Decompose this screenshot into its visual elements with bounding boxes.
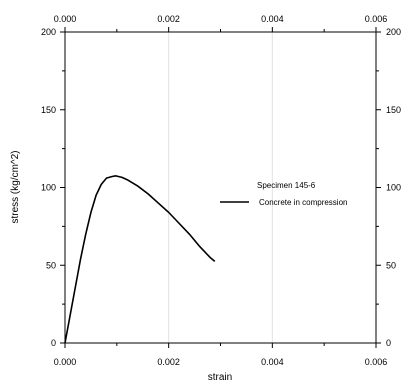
y-tick-label-left: 200 [41, 27, 56, 37]
y-tick-label-left: 150 [41, 105, 56, 115]
x-tick-label-top: 0.004 [261, 14, 284, 24]
x-tick-label-top: 0.006 [365, 14, 388, 24]
y-axis-title: stress (kg/cm^2) [10, 150, 21, 223]
legend: Specimen 145-6 Concrete in compression [220, 181, 347, 207]
y-tick-label-left: 100 [41, 183, 56, 193]
plot-frame [64, 31, 377, 344]
grid-layer [168, 32, 273, 343]
x-axis-title: strain [208, 372, 232, 383]
legend-entry-label: Concrete in compression [259, 198, 347, 207]
series-line-concrete-in-compression [64, 175, 216, 344]
ticks-layer: 0.000 0.000 0.002 0.002 0.004 0.004 0.006 0.006… [41, 14, 401, 367]
y-tick-label-right: 200 [386, 27, 401, 37]
x-tick-label-bottom: 0.000 [54, 357, 77, 367]
x-tick-label-top: 0.002 [157, 14, 180, 24]
x-tick-label-bottom: 0.004 [261, 357, 284, 367]
y-tick-label-left: 50 [46, 260, 56, 270]
y-tick-label-right: 100 [386, 183, 401, 193]
y-tick-label-left: 0 [51, 338, 56, 348]
y-tick-label-right: 150 [386, 105, 401, 115]
y-tick-label-right: 0 [386, 338, 391, 348]
x-tick-label-bottom: 0.006 [365, 357, 388, 367]
x-tick-label-top: 0.000 [54, 14, 77, 24]
legend-title: Specimen 145-6 [257, 181, 316, 190]
y-tick-label-right: 50 [386, 260, 396, 270]
x-tick-label-bottom: 0.002 [157, 357, 180, 367]
